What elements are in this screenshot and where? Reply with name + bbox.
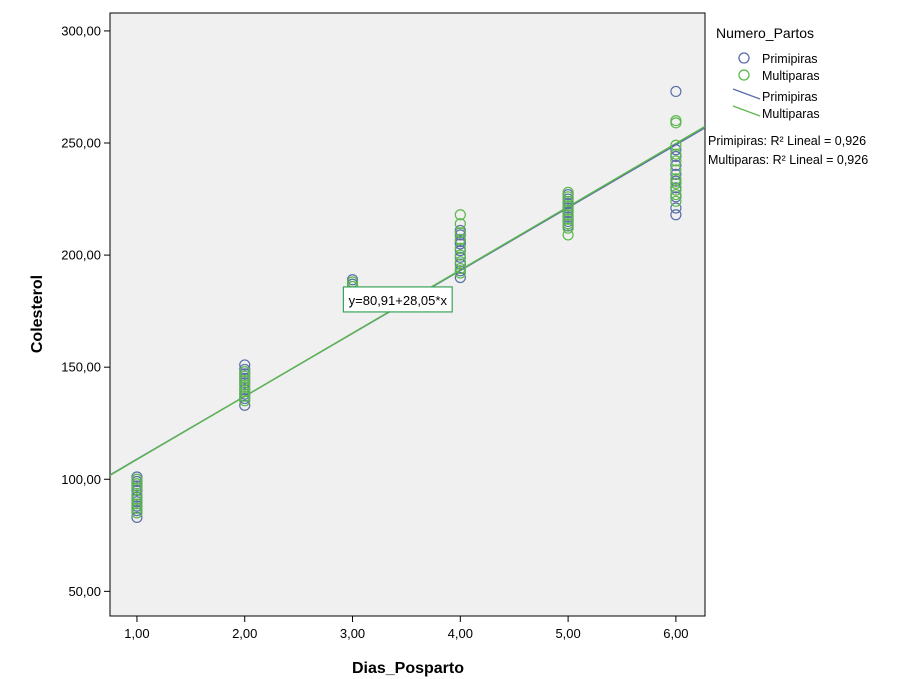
point-multiparas: [239, 395, 251, 407]
point-multiparas: [562, 209, 574, 221]
point-multiparas: [562, 222, 574, 234]
x-tick-label: 5,00: [555, 626, 580, 641]
x-tick-label: 6,00: [663, 626, 688, 641]
point-multiparas: [454, 262, 466, 275]
legend: Numero_Partos Primipiras Multiparas Prim…: [708, 25, 868, 167]
point-multiparas: [131, 473, 143, 485]
y-tick-label: 300,00: [61, 23, 101, 38]
point-multiparas: [670, 114, 682, 127]
point-multiparas: [562, 218, 574, 230]
y-tick-label: 100,00: [61, 472, 101, 487]
y-axis-title: Colesterol: [29, 275, 46, 353]
legend-line-multiparas: [732, 105, 761, 117]
point-multiparas: [131, 498, 143, 510]
point-primipiras: [239, 399, 251, 411]
point-multiparas: [454, 242, 466, 254]
point-multiparas: [562, 191, 574, 203]
legend-label-primipiras-line: Primipiras: [762, 90, 818, 104]
plot-area: [109, 12, 706, 617]
point-multiparas: [562, 213, 574, 225]
r2-label-multiparas: Multiparas: R² Lineal = 0,926: [708, 153, 868, 167]
r2-label-primipiras: Primipiras: R² Lineal = 0,926: [708, 134, 866, 148]
point-multiparas: [131, 489, 143, 501]
point-multiparas: [562, 200, 574, 212]
point-multiparas: [454, 256, 466, 268]
point-multiparas: [131, 493, 143, 506]
point-multiparas: [239, 386, 251, 398]
point-primipiras: [670, 209, 682, 221]
point-multiparas: [562, 229, 574, 241]
point-primipiras: [670, 144, 682, 156]
point-primipiras: [670, 168, 682, 180]
x-axis: 1,00 2,00 3,00 4,00 5,00 6,00: [124, 616, 689, 641]
y-tick-label: 50,00: [68, 584, 101, 599]
legend-label-primipiras-marker: Primipiras: [762, 52, 818, 66]
point-multiparas: [131, 478, 143, 490]
point-multiparas: [562, 195, 574, 207]
point-multiparas: [131, 507, 143, 519]
point-multiparas: [562, 186, 574, 198]
point-primipiras: [454, 271, 466, 284]
point-multiparas: [454, 249, 466, 261]
point-multiparas: [670, 184, 682, 196]
point-multiparas: [239, 370, 251, 382]
point-multiparas: [670, 148, 682, 160]
x-tick-label: 4,00: [448, 626, 473, 641]
data-points: [131, 85, 682, 523]
legend-marker-primipiras: [738, 52, 750, 64]
point-multiparas: [562, 204, 574, 216]
point-multiparas: [670, 164, 682, 176]
point-multiparas: [670, 155, 682, 167]
point-multiparas: [131, 502, 143, 515]
point-multiparas: [670, 177, 682, 189]
point-primipiras: [239, 359, 251, 371]
point-multiparas: [454, 227, 466, 239]
point-multiparas: [239, 390, 251, 402]
point-multiparas: [454, 218, 466, 230]
point-multiparas: [454, 209, 466, 221]
legend-title: Numero_Partos: [716, 25, 814, 41]
equation-label: y=80,91+28,05*x: [349, 293, 448, 308]
point-multiparas: [239, 366, 251, 378]
point-multiparas: [454, 267, 466, 279]
point-multiparas: [670, 173, 682, 185]
legend-line-primipiras: [732, 88, 761, 100]
equation-label-box: y=80,91+28,05*x: [342, 286, 453, 313]
x-tick-label: 1,00: [124, 626, 149, 641]
point-multiparas: [131, 482, 143, 494]
point-multiparas: [239, 375, 251, 387]
point-primipiras: [670, 85, 682, 98]
y-tick-label: 200,00: [61, 248, 101, 263]
legend-marker-multiparas: [738, 69, 750, 81]
point-multiparas: [670, 139, 682, 151]
point-multiparas: [670, 195, 682, 207]
legend-label-multiparas-line: Multiparas: [762, 107, 820, 121]
legend-label-multiparas-marker: Multiparas: [762, 69, 820, 83]
y-tick-label: 250,00: [61, 136, 101, 151]
x-tick-label: 3,00: [340, 626, 365, 641]
y-tick-label: 150,00: [61, 360, 101, 375]
x-axis-title: Dias_Posparto: [352, 660, 464, 677]
point-multiparas: [670, 188, 682, 201]
point-multiparas: [239, 379, 251, 391]
point-primipiras: [670, 202, 682, 214]
point-primipiras: [670, 159, 682, 172]
point-multiparas: [454, 233, 466, 246]
point-primipiras: [131, 511, 143, 523]
y-axis: 50,00 100,00 150,00 200,00 250,00 300,00: [61, 23, 110, 599]
x-tick-label: 2,00: [232, 626, 257, 641]
